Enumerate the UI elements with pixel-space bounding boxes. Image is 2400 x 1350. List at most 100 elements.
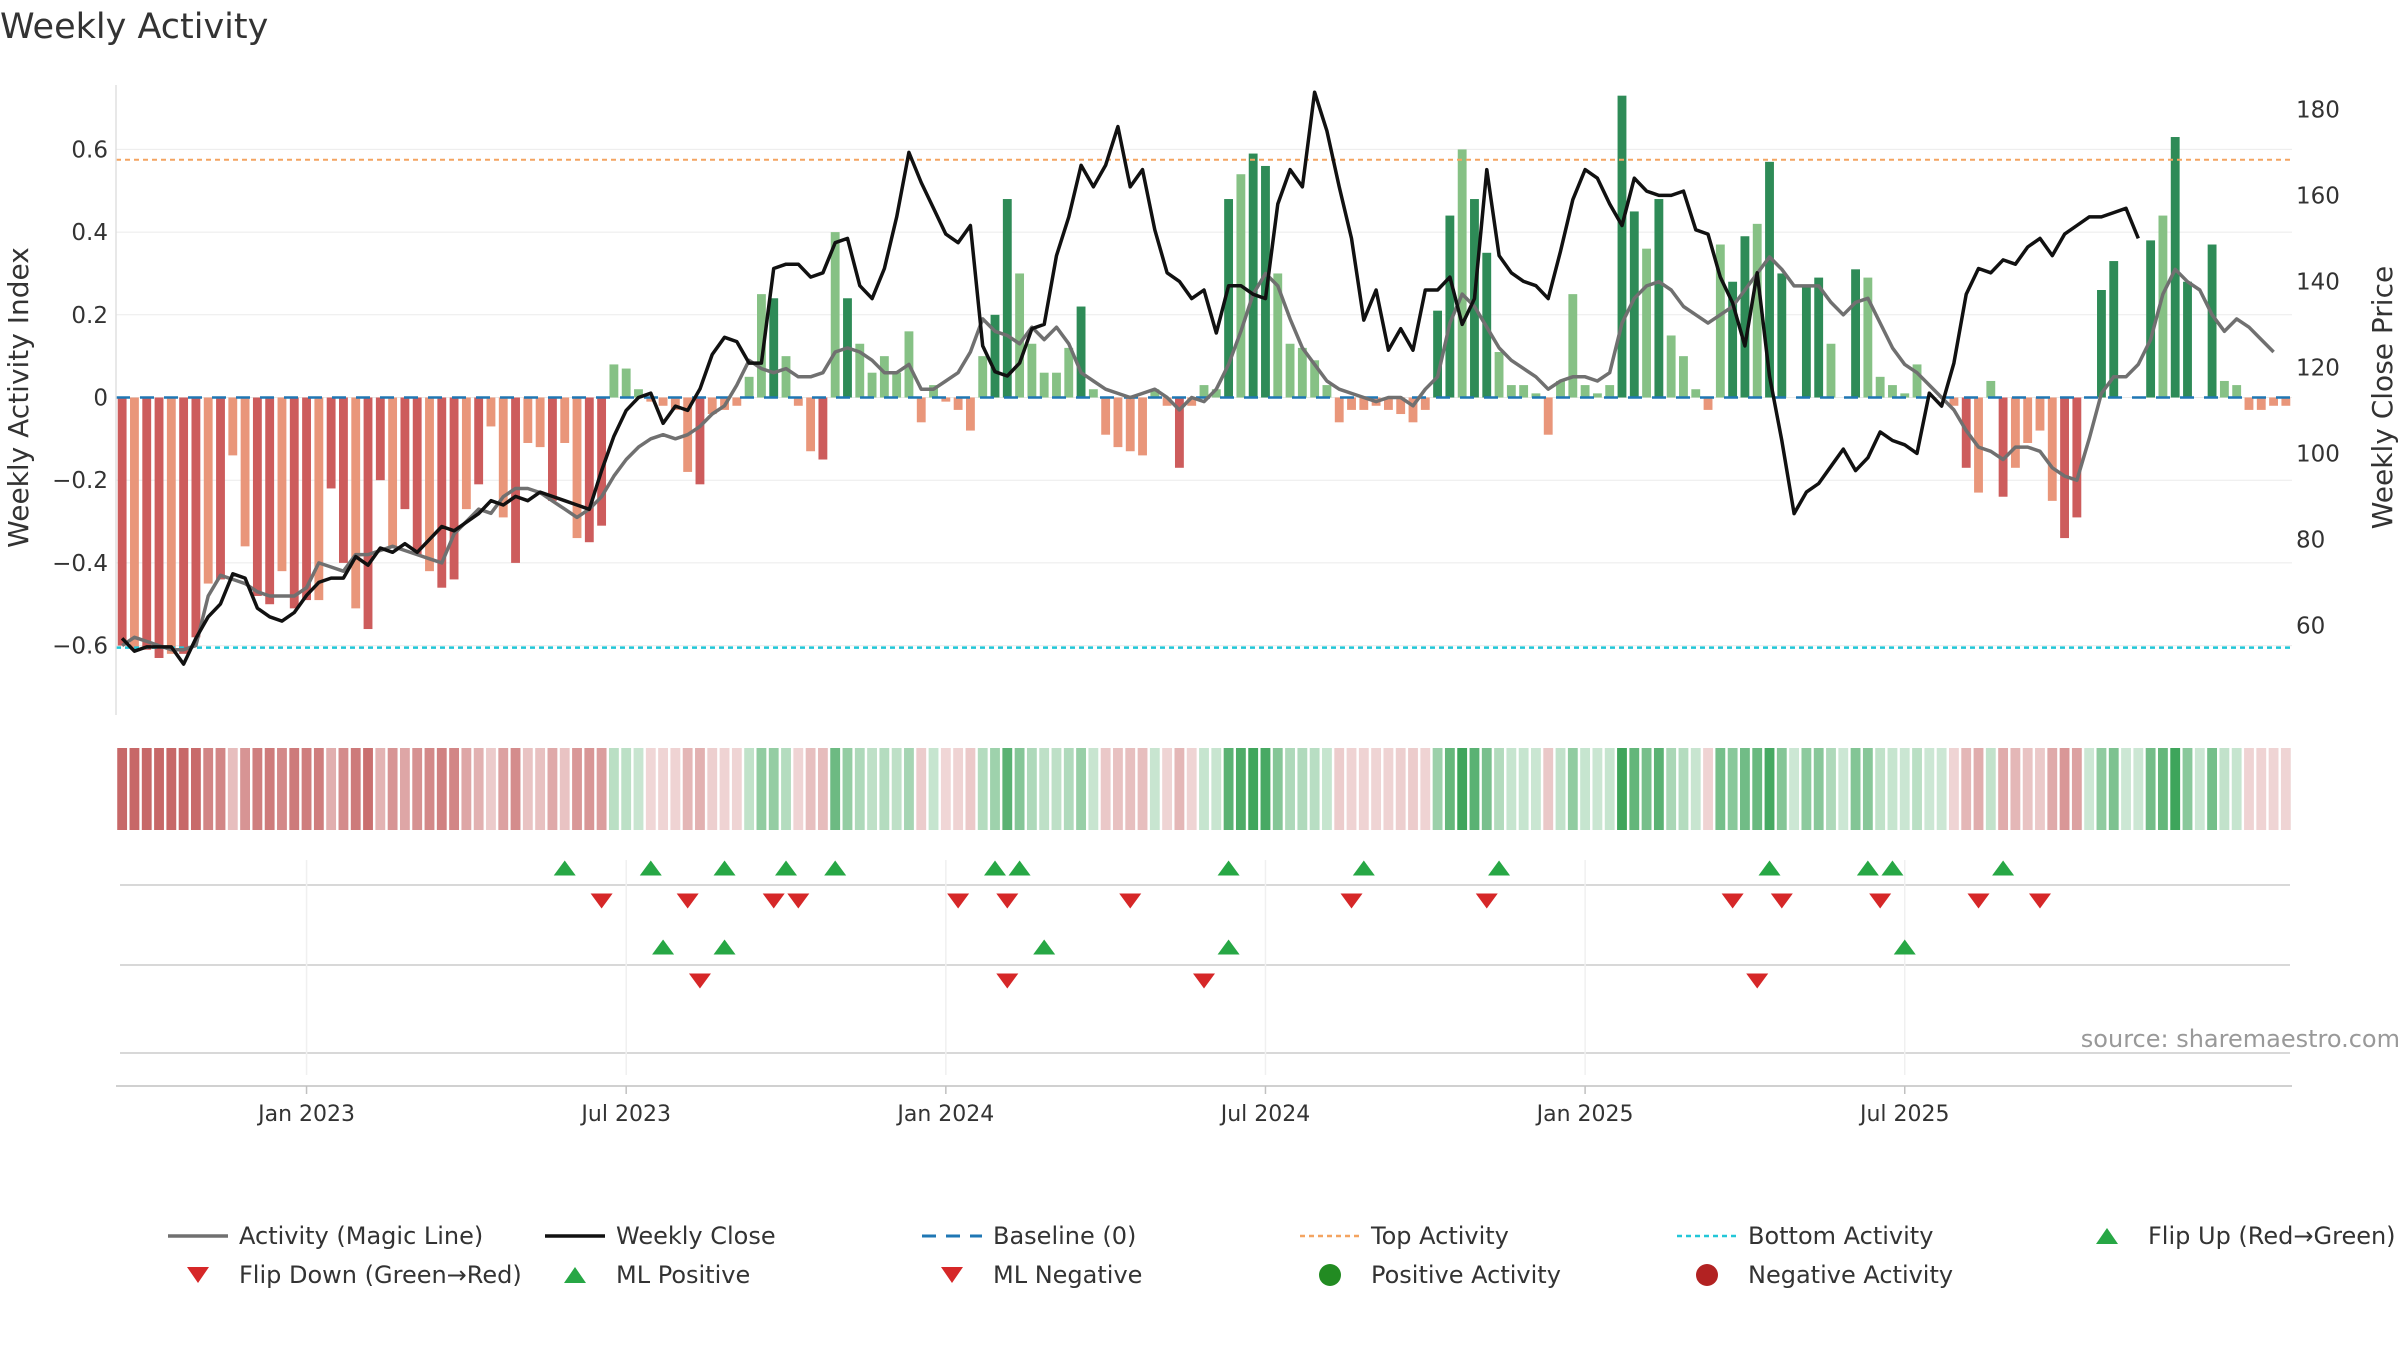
strip-cell (375, 748, 386, 830)
activity-bar (916, 397, 926, 423)
strip-cell (2121, 748, 2131, 830)
strip-cell (2170, 748, 2181, 830)
legend-item: Positive Activity (1319, 1261, 1561, 1289)
legend-item: Top Activity (1300, 1222, 1509, 1250)
strip-cell (2035, 748, 2045, 830)
strip-cell (1383, 748, 1394, 830)
flip-down-marker (996, 893, 1019, 909)
legend-label: Flip Down (Green→Red) (239, 1261, 522, 1289)
legend-swatch (564, 1267, 586, 1283)
activity-bar (572, 397, 582, 539)
strip-cell (1727, 748, 1738, 830)
legend-swatch (941, 1267, 963, 1283)
legend-item: ML Negative (941, 1261, 1142, 1289)
strip-cell (1113, 748, 1123, 830)
activity-bar (1605, 385, 1615, 398)
flip-up-marker (1856, 860, 1879, 876)
strip-cell (522, 748, 533, 830)
activity-bar (756, 294, 766, 398)
strip-cell (1100, 748, 1111, 830)
activity-bar (1998, 397, 2008, 497)
activity-bar (1986, 380, 1996, 398)
strip-cell (1223, 748, 1234, 830)
date-axis: Jan 2023 Jul 2023 Jan 2024 Jul 2024 Jan 2025… (116, 1085, 2292, 1127)
flip-down-marker (762, 893, 785, 909)
flip-up-marker (1758, 860, 1781, 876)
activity-bar (818, 397, 828, 460)
x-tick-label: Jan 2024 (895, 1102, 994, 1127)
activity-bar (1261, 165, 1270, 398)
strip-cell (916, 748, 927, 830)
strip-cell (2268, 748, 2279, 830)
activity-bar (1580, 385, 1590, 398)
strip-cell (498, 748, 509, 830)
activity-bar (953, 397, 963, 410)
activity-bar (597, 397, 607, 526)
activity-bar (130, 397, 139, 650)
activity-bar (154, 397, 164, 658)
activity-bar (867, 372, 877, 398)
activity-bar (1224, 199, 1234, 398)
strip-cell (633, 748, 644, 830)
strip-cell (645, 748, 656, 830)
strip-cell (2022, 748, 2033, 830)
y2-tick-label: 60 (2296, 613, 2325, 639)
strip-cell (547, 748, 558, 830)
activity-bar (2072, 397, 2082, 518)
activity-bar (2281, 397, 2291, 406)
strip-cell (301, 748, 312, 830)
strip-cell (2182, 748, 2193, 830)
legend-item: Baseline (0) (922, 1222, 1136, 1250)
ml-positive-marker (1033, 939, 1056, 955)
activity-bar (1396, 397, 1406, 415)
ml-positive-marker (1217, 939, 1240, 955)
strip-cell (227, 748, 238, 830)
strip-cell (1211, 748, 1222, 830)
flip-up-marker (1008, 860, 1031, 876)
legend-swatch (187, 1267, 209, 1283)
activity-bar (769, 298, 779, 398)
activity-bar (2146, 240, 2156, 398)
x-tick-label: Jul 2024 (1219, 1102, 1311, 1127)
activity-bar (1273, 273, 1283, 398)
strip-cell (363, 748, 373, 830)
activity-bar (634, 389, 643, 398)
strip-cell (1789, 748, 1800, 830)
activity-bar (1199, 385, 1209, 398)
activity-bar (584, 397, 594, 543)
activity-bar (646, 397, 656, 402)
activity-bar (1814, 277, 1824, 398)
activity-bar (289, 397, 299, 609)
activity-bar (2060, 397, 2069, 539)
activity-bar (474, 397, 484, 485)
activity-bar (1310, 360, 1320, 398)
strip-cell (387, 748, 398, 830)
legend-label: Top Activity (1370, 1222, 1509, 1250)
strip-cell (1801, 748, 1812, 830)
strip-cell (154, 748, 164, 830)
activity-bar (1629, 211, 1639, 398)
strip-cell (719, 748, 730, 830)
x-tick-label: Jul 2025 (1858, 1102, 1950, 1127)
y2-tick-label: 140 (2296, 269, 2340, 295)
activity-bar (941, 397, 951, 402)
activity-bar (1113, 397, 1123, 448)
strip-cell (1838, 748, 1849, 830)
strip-cell (1334, 748, 1345, 830)
strip-cell (166, 748, 177, 830)
y-tick-label: −0.4 (52, 551, 108, 577)
activity-bar (351, 397, 361, 609)
activity-bar (1875, 376, 1885, 398)
activity-bar (191, 397, 201, 638)
activity-bar (1666, 335, 1676, 398)
strip-cell (2059, 748, 2070, 830)
activity-bar (1002, 199, 1012, 398)
strip-cell (584, 748, 595, 830)
strip-cell (596, 748, 607, 830)
activity-bar (1039, 372, 1049, 398)
legend-label: ML Negative (993, 1261, 1142, 1289)
flip-up-marker (713, 860, 736, 876)
x-tick-label: Jul 2023 (579, 1102, 671, 1127)
activity-bar (1457, 149, 1467, 398)
strip-cell (1862, 748, 1873, 830)
